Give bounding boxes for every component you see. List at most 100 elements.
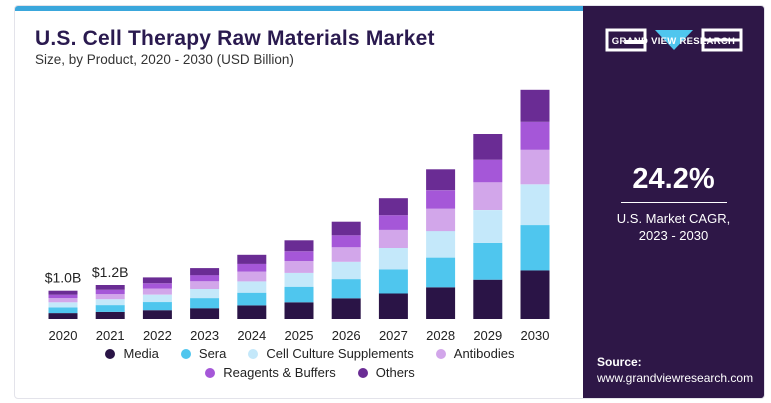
legend-swatch	[205, 367, 216, 378]
bar-segment-2025-antibodies	[284, 261, 314, 273]
bar-segment-2020-media	[48, 313, 78, 319]
bar-segment-2021-reagents-buffers	[95, 289, 125, 295]
bar-segment-2027-antibodies	[378, 229, 408, 248]
x-tick-label: 2027	[379, 328, 408, 343]
bar-segment-2020-reagents-buffers	[48, 294, 78, 299]
x-tick-label: 2022	[143, 328, 172, 343]
bar-segment-2029-antibodies	[473, 182, 503, 210]
bar-segment-2020-antibodies	[48, 298, 78, 303]
bar-segment-2027-media	[378, 293, 408, 319]
x-tick-label: 2024	[237, 328, 266, 343]
bar-segment-2028-media	[426, 287, 456, 319]
grand-view-research-logo	[605, 28, 743, 52]
bar-segment-2023-reagents-buffers	[190, 275, 220, 282]
bar-segment-2025-others	[284, 240, 314, 252]
legend-label: Sera	[198, 346, 227, 361]
info-sidebar: GRAND VIEW RESEARCH 24.2% U.S. Market CA…	[583, 6, 764, 398]
legend-item: Others	[357, 365, 415, 380]
x-tick-label: 2021	[96, 328, 125, 343]
legend-item: Antibodies	[435, 346, 515, 361]
bar-total-label: $1.0B	[45, 270, 82, 286]
bar-segment-2022-sera	[142, 302, 172, 311]
bar-segment-2030-others	[520, 89, 550, 122]
legend-item: Media	[105, 346, 159, 361]
bar-segment-2023-cell-culture-supplements	[190, 289, 220, 299]
bar-segment-2028-others	[426, 169, 456, 191]
bar-segment-2023-antibodies	[190, 281, 220, 289]
legend-swatch	[180, 348, 191, 359]
legend-item: Sera	[180, 346, 227, 361]
bar-segment-2021-sera	[95, 305, 125, 312]
bar-segment-2024-cell-culture-supplements	[237, 281, 267, 293]
bar-segment-2022-reagents-buffers	[142, 283, 172, 289]
bar-segment-2025-reagents-buffers	[284, 251, 314, 261]
bar-segment-2024-media	[237, 305, 267, 319]
accent-bar	[15, 6, 583, 11]
legend-label: Antibodies	[453, 346, 515, 361]
source-label: Source:	[597, 355, 642, 369]
x-tick-label: 2028	[426, 328, 455, 343]
bar-segment-2026-others	[331, 221, 361, 236]
bar-segment-2029-cell-culture-supplements	[473, 210, 503, 243]
x-tick-label: 2030	[521, 328, 550, 343]
cagr-label-line1: U.S. Market CAGR,	[616, 211, 731, 226]
bar-segment-2025-sera	[284, 286, 314, 303]
source-link[interactable]: www.grandviewresearch.com	[597, 371, 754, 385]
bar-segment-2020-sera	[48, 307, 78, 314]
bar-segment-2022-antibodies	[142, 288, 172, 295]
bar-segment-2022-media	[142, 310, 172, 319]
bar-segment-2030-reagents-buffers	[520, 121, 550, 150]
infographic-card: U.S. Cell Therapy Raw Materials Market S…	[14, 5, 765, 399]
bar-segment-2022-cell-culture-supplements	[142, 294, 172, 303]
legend-label: Media	[123, 346, 159, 361]
x-tick-label: 2029	[473, 328, 502, 343]
brand-name: GRAND VIEW RESEARCH	[611, 36, 736, 47]
legend-item: Cell Culture Supplements	[248, 346, 414, 361]
bar-segment-2020-others	[48, 290, 78, 295]
bar-segment-2021-others	[95, 285, 125, 290]
bar-segment-2024-antibodies	[237, 271, 267, 282]
bar-segment-2025-cell-culture-supplements	[284, 272, 314, 287]
chart-title: U.S. Cell Therapy Raw Materials Market	[35, 27, 435, 50]
chart-legend: Media Sera Cell Culture Supplements Antibod…	[55, 346, 565, 380]
bar-segment-2025-media	[284, 302, 314, 319]
legend-label: Others	[375, 365, 415, 380]
cagr-divider	[621, 202, 727, 203]
bar-segment-2026-cell-culture-supplements	[331, 261, 361, 280]
bar-segment-2030-antibodies	[520, 149, 550, 185]
bar-segment-2021-cell-culture-supplements	[95, 299, 125, 306]
bar-segment-2026-reagents-buffers	[331, 235, 361, 248]
bar-segment-2030-sera	[520, 225, 550, 271]
bar-segment-2027-reagents-buffers	[378, 215, 408, 230]
cagr-label: U.S. Market CAGR, 2023 - 2030	[583, 210, 764, 244]
bar-segment-2029-reagents-buffers	[473, 159, 503, 183]
bar-segment-2021-antibodies	[95, 294, 125, 300]
legend-swatch	[435, 348, 446, 359]
bar-segment-2028-reagents-buffers	[426, 190, 456, 209]
bar-segment-2030-cell-culture-supplements	[520, 184, 550, 225]
bar-segment-2027-cell-culture-supplements	[378, 248, 408, 270]
bar-segment-2023-sera	[190, 298, 220, 309]
legend-item: Reagents & Buffers	[205, 365, 336, 380]
bar-segment-2029-sera	[473, 242, 503, 280]
x-tick-label: 2023	[190, 328, 219, 343]
bar-segment-2029-others	[473, 134, 503, 160]
bar-segment-2026-antibodies	[331, 247, 361, 262]
bar-segment-2028-cell-culture-supplements	[426, 231, 456, 258]
bar-segment-2024-reagents-buffers	[237, 263, 267, 272]
cagr-value: 24.2%	[632, 163, 715, 195]
bar-segment-2024-others	[237, 254, 267, 264]
bar-segment-2023-media	[190, 308, 220, 319]
bar-segment-2026-sera	[331, 279, 361, 299]
chart-subtitle: Size, by Product, 2020 - 2030 (USD Billi…	[35, 52, 294, 67]
bar-segment-2021-media	[95, 311, 125, 319]
x-tick-label: 2020	[49, 328, 78, 343]
x-tick-label: 2025	[285, 328, 314, 343]
stacked-bar-chart: 2020 2021 2022 2023 2024 2025 2026 2027 2028 2029…	[45, 89, 550, 343]
cagr-label-line2: 2023 - 2030	[638, 228, 709, 243]
legend-label: Reagents & Buffers	[223, 365, 336, 380]
bar-segment-2029-media	[473, 279, 503, 319]
bar-segment-2027-others	[378, 198, 408, 216]
bar-segment-2024-sera	[237, 292, 267, 306]
legend-swatch	[105, 348, 116, 359]
